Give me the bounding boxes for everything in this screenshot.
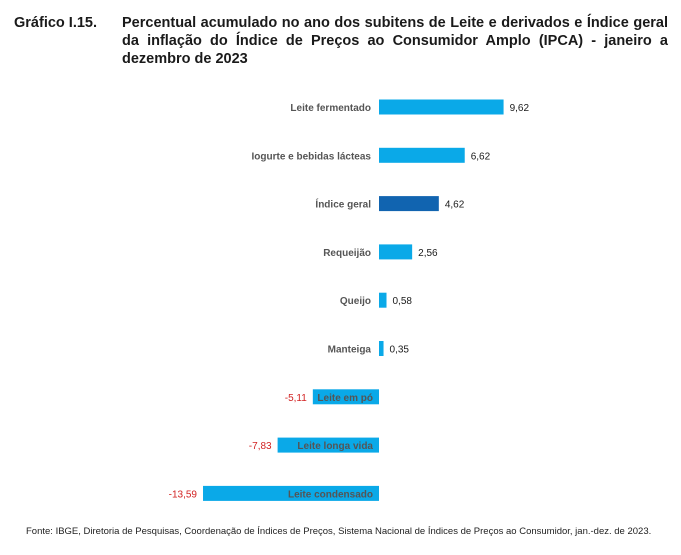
value-label: 0,35 [390,345,410,356]
value-label: -5,11 [285,393,307,404]
bar [379,244,413,260]
value-label: -7,83 [249,441,272,452]
bar [379,196,439,212]
value-label: 6,62 [471,151,491,162]
source-note: Fonte: IBGE, Diretoria de Pesquisas, Coo… [26,526,652,537]
category-label: Leite em pó [317,393,373,404]
bar [203,485,379,501]
figure-label: Gráfico I.15. [14,15,98,31]
category-label: Requeijão [323,248,371,259]
category-label: Queijo [340,296,371,307]
category-label: Iogurte e bebidas lácteas [252,151,372,162]
category-label: Leite condensado [288,489,373,500]
bar [277,437,379,453]
bar [379,147,465,163]
value-label: 9,62 [510,103,530,114]
value-label: 0,58 [393,296,413,307]
category-label: Leite longa vida [297,441,373,452]
chart-title: Percentual acumulado no ano dos subitens… [122,15,668,67]
category-label: Leite fermentado [290,103,371,114]
value-label: 4,62 [445,200,465,211]
bar [379,341,384,356]
bar [312,389,379,405]
value-label: 2,56 [418,248,438,259]
bar-chart: Leite fermentado 9,62 Iogurte e bebidas lá… [169,99,530,501]
value-label: -13,59 [169,489,198,500]
category-label: Índice geral [315,198,371,211]
category-label: Manteiga [328,345,372,356]
bar [379,99,504,115]
bar [379,292,387,308]
